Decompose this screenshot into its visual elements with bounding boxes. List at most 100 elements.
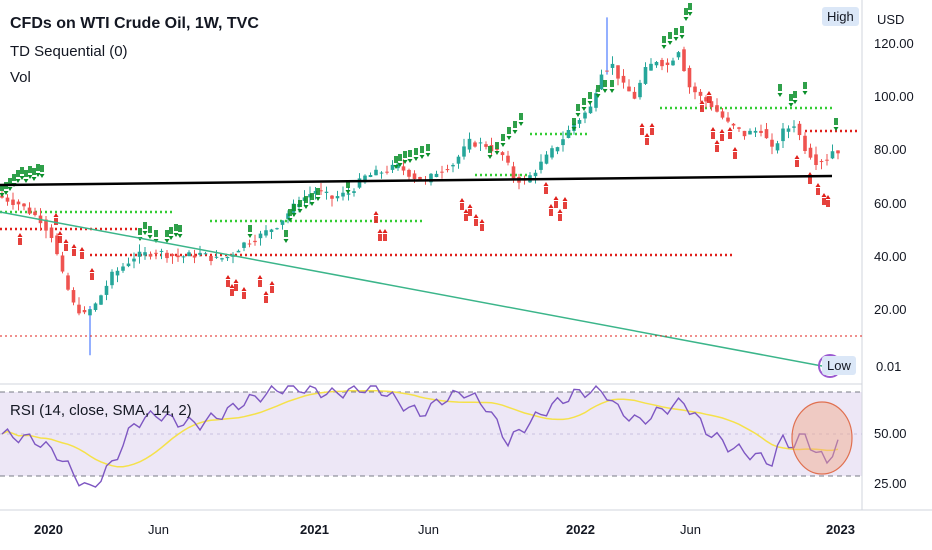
td-count-glyph (374, 216, 378, 223)
td-count-glyph (165, 230, 169, 237)
td-count-glyph (284, 230, 288, 237)
td-count-glyph (519, 113, 523, 120)
td-count-glyph (143, 222, 147, 229)
td-count-glyph (558, 214, 562, 221)
time-label-2023: 2023 (826, 522, 855, 537)
candle-body (786, 128, 791, 132)
candle-body (253, 240, 257, 243)
candle-body (374, 169, 378, 176)
td-sell-marker (23, 179, 29, 183)
td-count-glyph (544, 187, 548, 194)
volume-legend: Vol (10, 69, 31, 86)
td-count-glyph (554, 201, 558, 208)
td-count-glyph (20, 167, 24, 174)
candle-body (275, 228, 279, 230)
td-buy-marker (463, 209, 469, 213)
candle-body (797, 123, 802, 136)
td-buy-marker (57, 231, 63, 235)
td-buy-marker (553, 196, 559, 200)
td-buy-marker (63, 239, 69, 243)
td-count-glyph (292, 204, 296, 211)
td-buy-marker (732, 147, 738, 151)
td-count-glyph (582, 98, 586, 105)
td-count-glyph (680, 26, 684, 33)
candle-body (198, 252, 202, 255)
td-count-glyph (460, 203, 464, 210)
td-buy-marker (794, 155, 800, 159)
candle-body (500, 152, 505, 156)
td-count-glyph (420, 146, 424, 153)
candle-body (682, 49, 686, 72)
candle-body (60, 255, 65, 272)
candle-body (434, 173, 439, 177)
candle-body (737, 127, 741, 129)
td-count-glyph (468, 209, 472, 216)
candle-body (621, 75, 626, 83)
chart-title: CFDs on WTI Crude Oil, 1W, TVC (10, 15, 259, 32)
td-sell-marker (777, 93, 783, 97)
candle-body (759, 130, 763, 133)
candle-body (825, 159, 829, 161)
td-buy-marker (479, 219, 485, 223)
td-sell-marker (661, 45, 667, 49)
candle-body (429, 173, 433, 183)
td-count-glyph (58, 236, 62, 243)
td-buy-marker (710, 127, 716, 131)
td-count-glyph (668, 32, 672, 39)
td-sell-marker (673, 37, 679, 41)
td-count-glyph (248, 225, 252, 232)
td-sell-marker (602, 89, 608, 93)
candle-body (379, 172, 384, 174)
td-count-glyph (495, 142, 499, 149)
td-buy-marker (17, 233, 23, 237)
td-count-glyph (640, 128, 644, 135)
td-buy-marker (263, 291, 269, 295)
candle-body (181, 256, 186, 258)
low-value-label: 0.01 (876, 359, 902, 374)
td-buy-marker (53, 213, 59, 217)
td-count-glyph (803, 82, 807, 89)
td-count-glyph (507, 127, 511, 134)
td-buy-marker (644, 133, 650, 137)
candle-body (819, 161, 824, 163)
candle-body (236, 250, 241, 253)
td-count-glyph (596, 85, 600, 92)
td-sell-marker (35, 173, 41, 177)
td-count-glyph (700, 105, 704, 112)
td-count-glyph (408, 150, 412, 157)
td-count-glyph (808, 177, 812, 184)
td-count-glyph (778, 84, 782, 91)
candle-body (671, 60, 675, 66)
candle-body (44, 219, 48, 231)
candle-body (55, 235, 59, 255)
candle-body (143, 252, 147, 256)
td-sell-marker (792, 100, 798, 104)
candle-body (550, 148, 554, 158)
td-count-glyph (645, 138, 649, 145)
candle-body (71, 290, 76, 303)
candle-body (412, 173, 417, 179)
candle-body (82, 310, 87, 313)
candle-body (698, 91, 703, 96)
td-sell-marker (31, 177, 37, 181)
candle-body (539, 161, 543, 170)
td-buy-marker (89, 268, 95, 272)
price-pane-bg (0, 0, 862, 382)
td-count-glyph (242, 292, 246, 299)
td-buy-marker (459, 198, 465, 202)
td-buy-marker (473, 214, 479, 218)
candle-body (836, 150, 840, 154)
td-count-glyph (834, 118, 838, 125)
td-count-glyph (610, 80, 614, 87)
td-count-glyph (148, 226, 152, 233)
td-count-glyph (230, 289, 234, 296)
candle-body (792, 126, 796, 128)
candle-body (775, 143, 780, 151)
td-sell-marker (297, 209, 303, 213)
td-sell-marker (3, 191, 9, 195)
candle-body (610, 63, 615, 68)
td-sell-marker (595, 94, 601, 98)
candle-body (594, 93, 598, 108)
candle-body (5, 197, 10, 202)
